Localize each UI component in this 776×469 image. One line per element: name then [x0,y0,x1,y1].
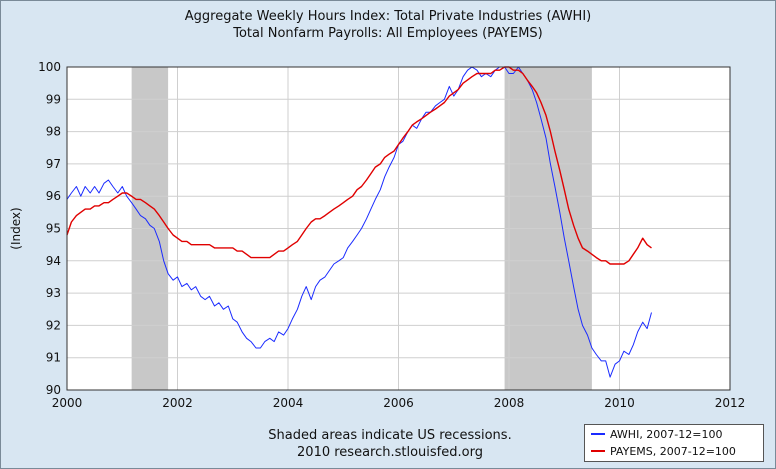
footer-recession-note: Shaded areas indicate US recessions. [268,428,512,443]
y-axis-label: (Index) [9,207,23,249]
x-tick-label-2004: 2004 [273,396,304,410]
y-tick-label-97: 97 [46,157,61,171]
legend: AWHI, 2007-12=100 PAYEMS, 2007-12=100 [584,424,764,462]
x-tick-label-2012: 2012 [715,396,746,410]
series-line-payems [66,66,652,265]
y-tick-label-94: 94 [46,254,61,268]
y-tick-label-100: 100 [38,60,61,74]
x-tick-label-2008: 2008 [494,396,525,410]
legend-label-awhi: AWHI, 2007-12=100 [610,427,723,441]
legend-label-payems: PAYEMS, 2007-12=100 [610,444,736,458]
y-tick-label-92: 92 [46,318,61,332]
y-tick-label-99: 99 [46,92,61,106]
chart-subtitle: Total Nonfarm Payrolls: All Employees (P… [233,26,543,41]
y-tick-label-90: 90 [46,383,61,397]
y-tick-label-93: 93 [46,286,61,300]
plot-border [66,66,731,391]
y-tick-label-91: 91 [46,351,61,365]
tick-labels: 90 91 92 93 94 95 96 97 98 99 100 2000 2002 2004 2006 2… [38,60,745,410]
x-tick-label-2010: 2010 [604,396,635,410]
x-tick-label-2000: 2000 [52,396,83,410]
x-tick-label-2006: 2006 [383,396,414,410]
y-tick-label-98: 98 [46,125,61,139]
series-lines [66,66,652,378]
axes [66,66,731,391]
y-tick-label-96: 96 [46,189,61,203]
legend-item-payems: PAYEMS, 2007-12=100 [591,443,736,459]
x-tick-label-2002: 2002 [162,396,193,410]
chart-title: Aggregate Weekly Hours Index: Total Priv… [184,9,592,24]
legend-swatch-payems [591,450,605,452]
series-line-awhi [66,66,652,378]
legend-swatch-awhi [591,433,605,435]
legend-item-awhi: AWHI, 2007-12=100 [591,426,722,442]
footer-source: 2010 research.stlouisfed.org [297,445,483,460]
y-tick-label-95: 95 [46,222,61,236]
